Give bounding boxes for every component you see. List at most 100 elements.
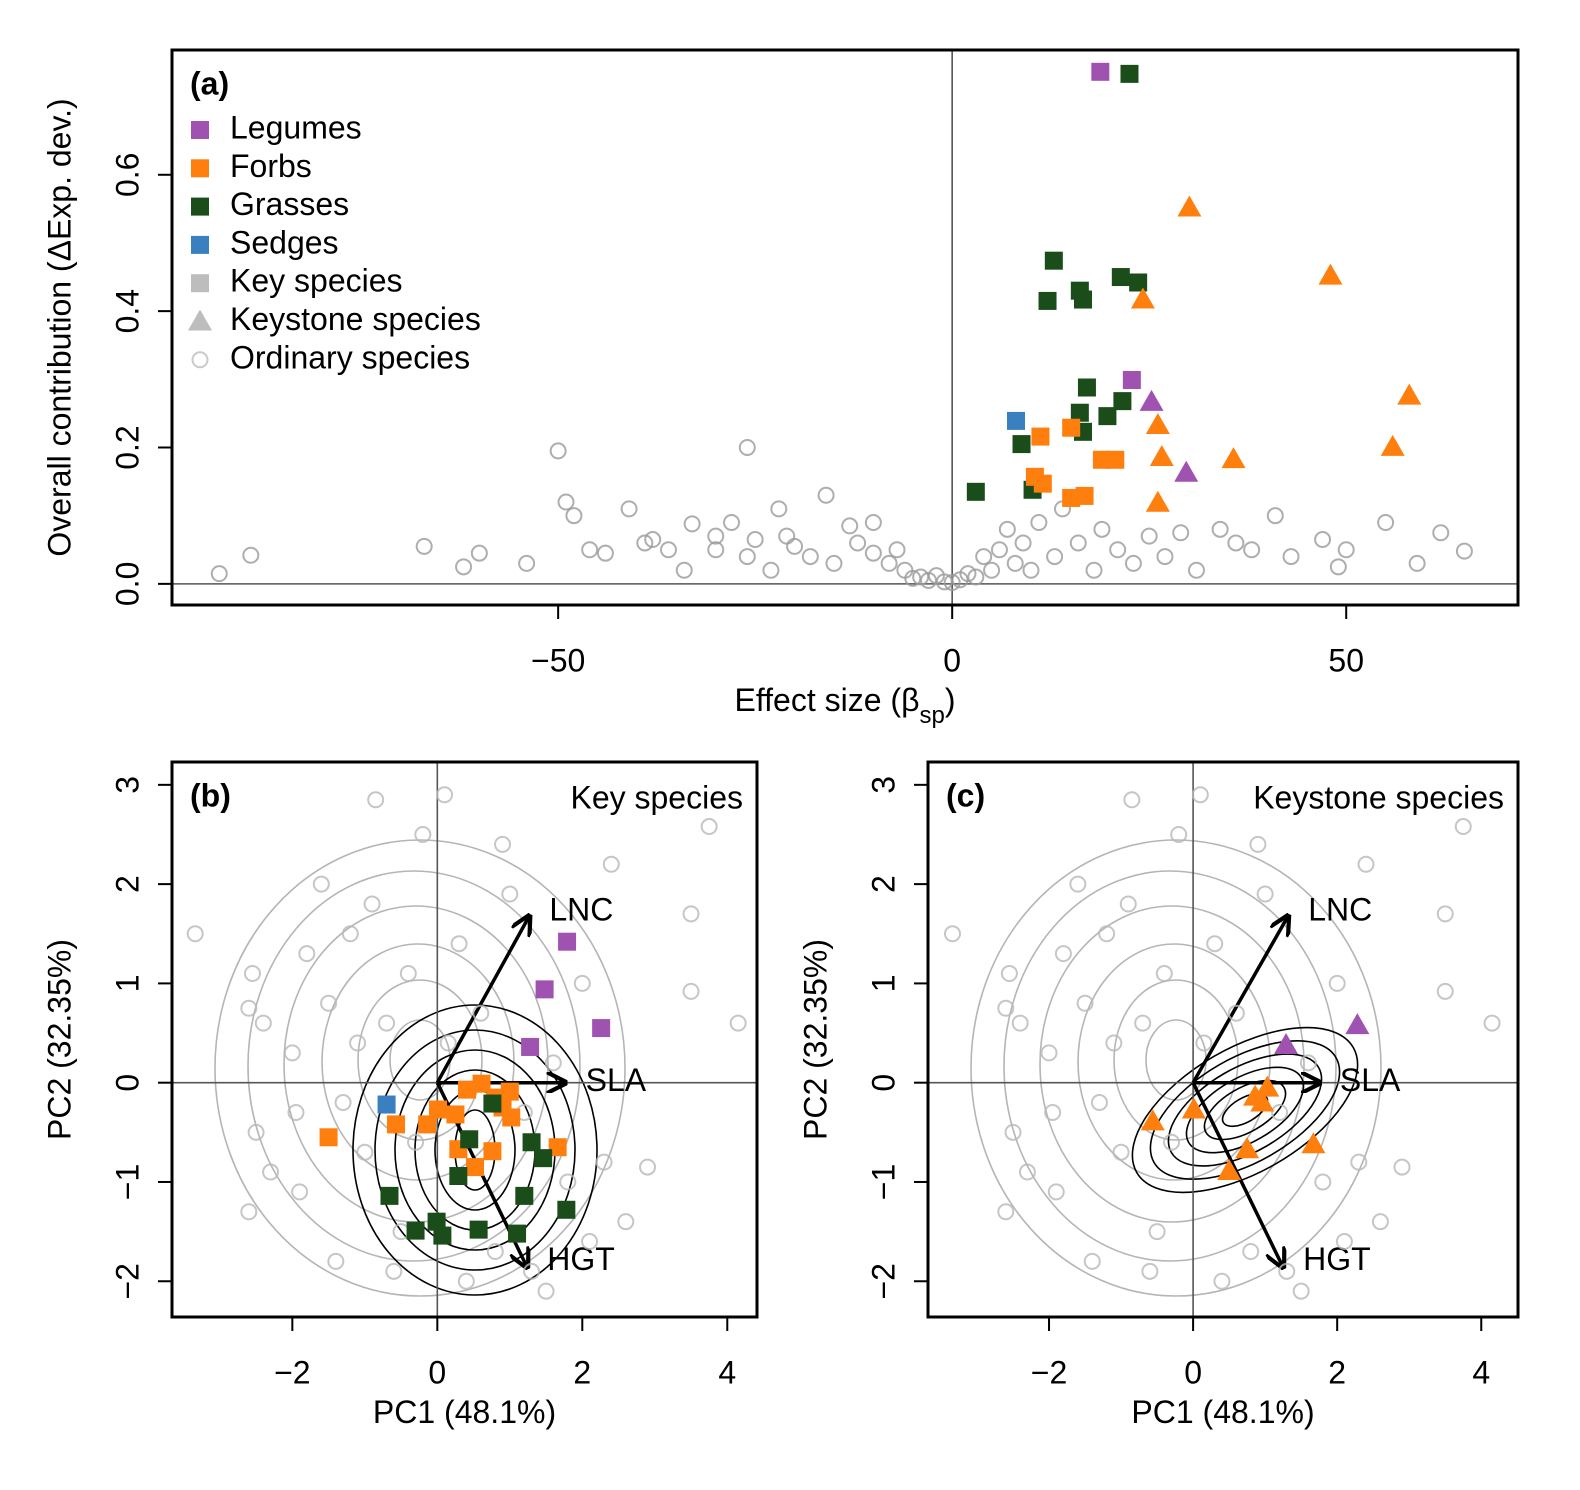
circle-marker [262, 1163, 280, 1181]
square-marker [380, 1186, 399, 1205]
square-marker [1111, 268, 1130, 287]
square-marker [191, 274, 209, 293]
circle-marker [1076, 994, 1094, 1012]
circle-marker [998, 520, 1016, 538]
circle-marker [1256, 885, 1274, 903]
legend-label: Ordinary species [230, 339, 470, 375]
circle-marker [242, 546, 260, 564]
square-marker [377, 1095, 396, 1114]
circle-marker [1454, 818, 1472, 836]
circle-marker [1314, 531, 1332, 549]
circle-marker [1155, 964, 1173, 982]
circle-marker [1242, 1242, 1260, 1260]
circle-marker [935, 573, 953, 591]
circle-marker [1098, 925, 1116, 943]
circle-marker [596, 544, 614, 562]
circle-marker [659, 541, 677, 559]
circle-marker [240, 1203, 258, 1221]
circle-marker [414, 825, 432, 843]
plot-frame [170, 760, 759, 1319]
circle-marker [1329, 558, 1347, 576]
circle-marker [1328, 974, 1346, 992]
contour [970, 839, 1382, 1297]
circle-marker [1271, 1103, 1289, 1121]
square-marker [449, 1167, 468, 1186]
circle-marker [682, 905, 700, 923]
square-marker [319, 1128, 338, 1147]
circle-marker [1206, 935, 1224, 953]
circle-marker [975, 548, 993, 566]
circle-marker [738, 439, 756, 456]
x-axis-label-part: Effect size (β [735, 682, 920, 718]
arrow-label: SLA [586, 1062, 647, 1098]
circle-marker [864, 544, 882, 562]
contour [1167, 1053, 1323, 1167]
circle-marker [707, 527, 725, 545]
square-marker [548, 1138, 567, 1157]
triangle-marker [1235, 1137, 1260, 1159]
x-tick-label: 4 [1472, 1354, 1490, 1390]
square-marker [446, 1105, 465, 1124]
plot-frame [170, 48, 1520, 607]
circle-marker [186, 925, 204, 943]
circle-marker [849, 534, 867, 552]
circle-marker [1357, 855, 1375, 873]
contour [1149, 1040, 1341, 1180]
circle-marker [1337, 541, 1355, 559]
y-tick-label: 2 [109, 875, 145, 893]
contour [352, 1004, 598, 1296]
circle-marker [1282, 548, 1300, 566]
square-marker [1070, 403, 1089, 422]
square-marker [191, 235, 209, 254]
circle-marker [1172, 524, 1190, 542]
circle-marker [1227, 534, 1245, 552]
circle-marker [327, 1252, 345, 1270]
circle-marker [738, 548, 756, 566]
circle-marker [888, 541, 906, 559]
circle-marker [457, 1272, 475, 1290]
square-marker [1044, 251, 1063, 270]
square-marker [433, 1226, 452, 1245]
square-marker [406, 1221, 425, 1240]
circle-marker [1170, 825, 1188, 843]
triangle-marker [1274, 1032, 1299, 1054]
arrow-label: HGT [1303, 1241, 1371, 1277]
circle-marker [1243, 541, 1261, 559]
y-tick-label: 0.0 [109, 562, 145, 606]
x-axis-label: Effect size (βsp) [735, 682, 956, 728]
circle-marker [1093, 520, 1111, 538]
circle-marker [817, 486, 835, 504]
circle-marker [1134, 1014, 1152, 1032]
square-marker [557, 1200, 576, 1219]
circle-marker [778, 527, 796, 545]
circle-marker [864, 514, 882, 531]
square-marker [191, 159, 209, 178]
circle-marker [407, 1133, 425, 1151]
triangle-marker [1255, 1075, 1280, 1097]
contour [1203, 1079, 1287, 1141]
y-axis-label: Overall contribution (ΔExp. dev.) [41, 98, 77, 556]
circle-marker [644, 531, 662, 549]
square-marker [1091, 62, 1110, 81]
circle-marker [298, 945, 316, 963]
circle-marker [378, 1014, 396, 1032]
circle-marker [841, 517, 859, 535]
circle-marker [770, 500, 788, 518]
circle-marker [746, 531, 764, 549]
circle-marker [1377, 514, 1395, 531]
circle-marker [385, 1262, 403, 1280]
circle-marker [1278, 1262, 1296, 1280]
y-tick-label: −1 [109, 1164, 145, 1200]
circle-marker [943, 574, 961, 591]
arrow-label: SLA [1340, 1062, 1401, 1098]
circle-marker [1408, 554, 1426, 572]
circle-marker [1371, 1213, 1389, 1231]
contour [1003, 870, 1337, 1262]
square-marker [469, 1220, 488, 1239]
square-marker [418, 1115, 437, 1134]
circle-marker [967, 568, 985, 586]
triangle-marker [1139, 389, 1164, 411]
circle-marker [334, 1094, 352, 1112]
loading-arrow [435, 916, 529, 1084]
circle-marker [1191, 786, 1209, 804]
